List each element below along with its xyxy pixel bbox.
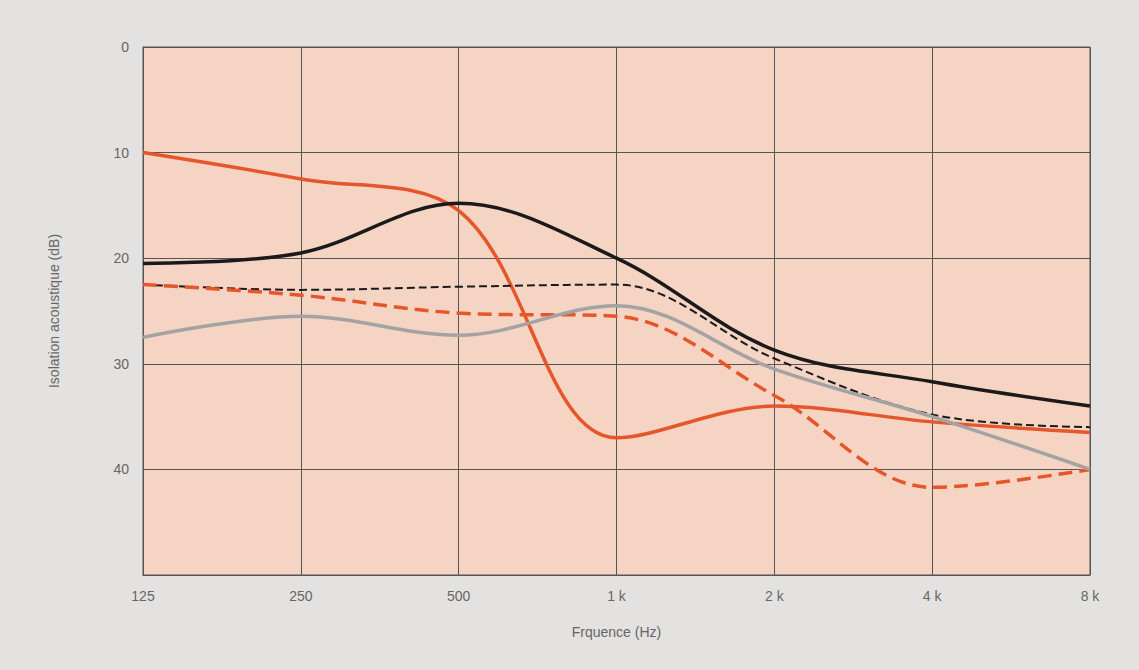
svg-text:40: 40 <box>113 461 129 477</box>
svg-text:1 k: 1 k <box>607 588 627 604</box>
svg-text:250: 250 <box>289 588 313 604</box>
svg-text:0: 0 <box>121 39 129 55</box>
svg-text:2 k: 2 k <box>765 588 785 604</box>
svg-text:10: 10 <box>113 145 129 161</box>
svg-text:Isolation acoustique (dB): Isolation acoustique (dB) <box>46 234 62 388</box>
svg-text:125: 125 <box>131 588 155 604</box>
svg-text:8 k: 8 k <box>1081 588 1101 604</box>
svg-text:500: 500 <box>447 588 471 604</box>
svg-text:Frquence (Hz): Frquence (Hz) <box>572 624 661 640</box>
svg-text:30: 30 <box>113 356 129 372</box>
svg-text:4 k: 4 k <box>923 588 943 604</box>
svg-text:20: 20 <box>113 250 129 266</box>
